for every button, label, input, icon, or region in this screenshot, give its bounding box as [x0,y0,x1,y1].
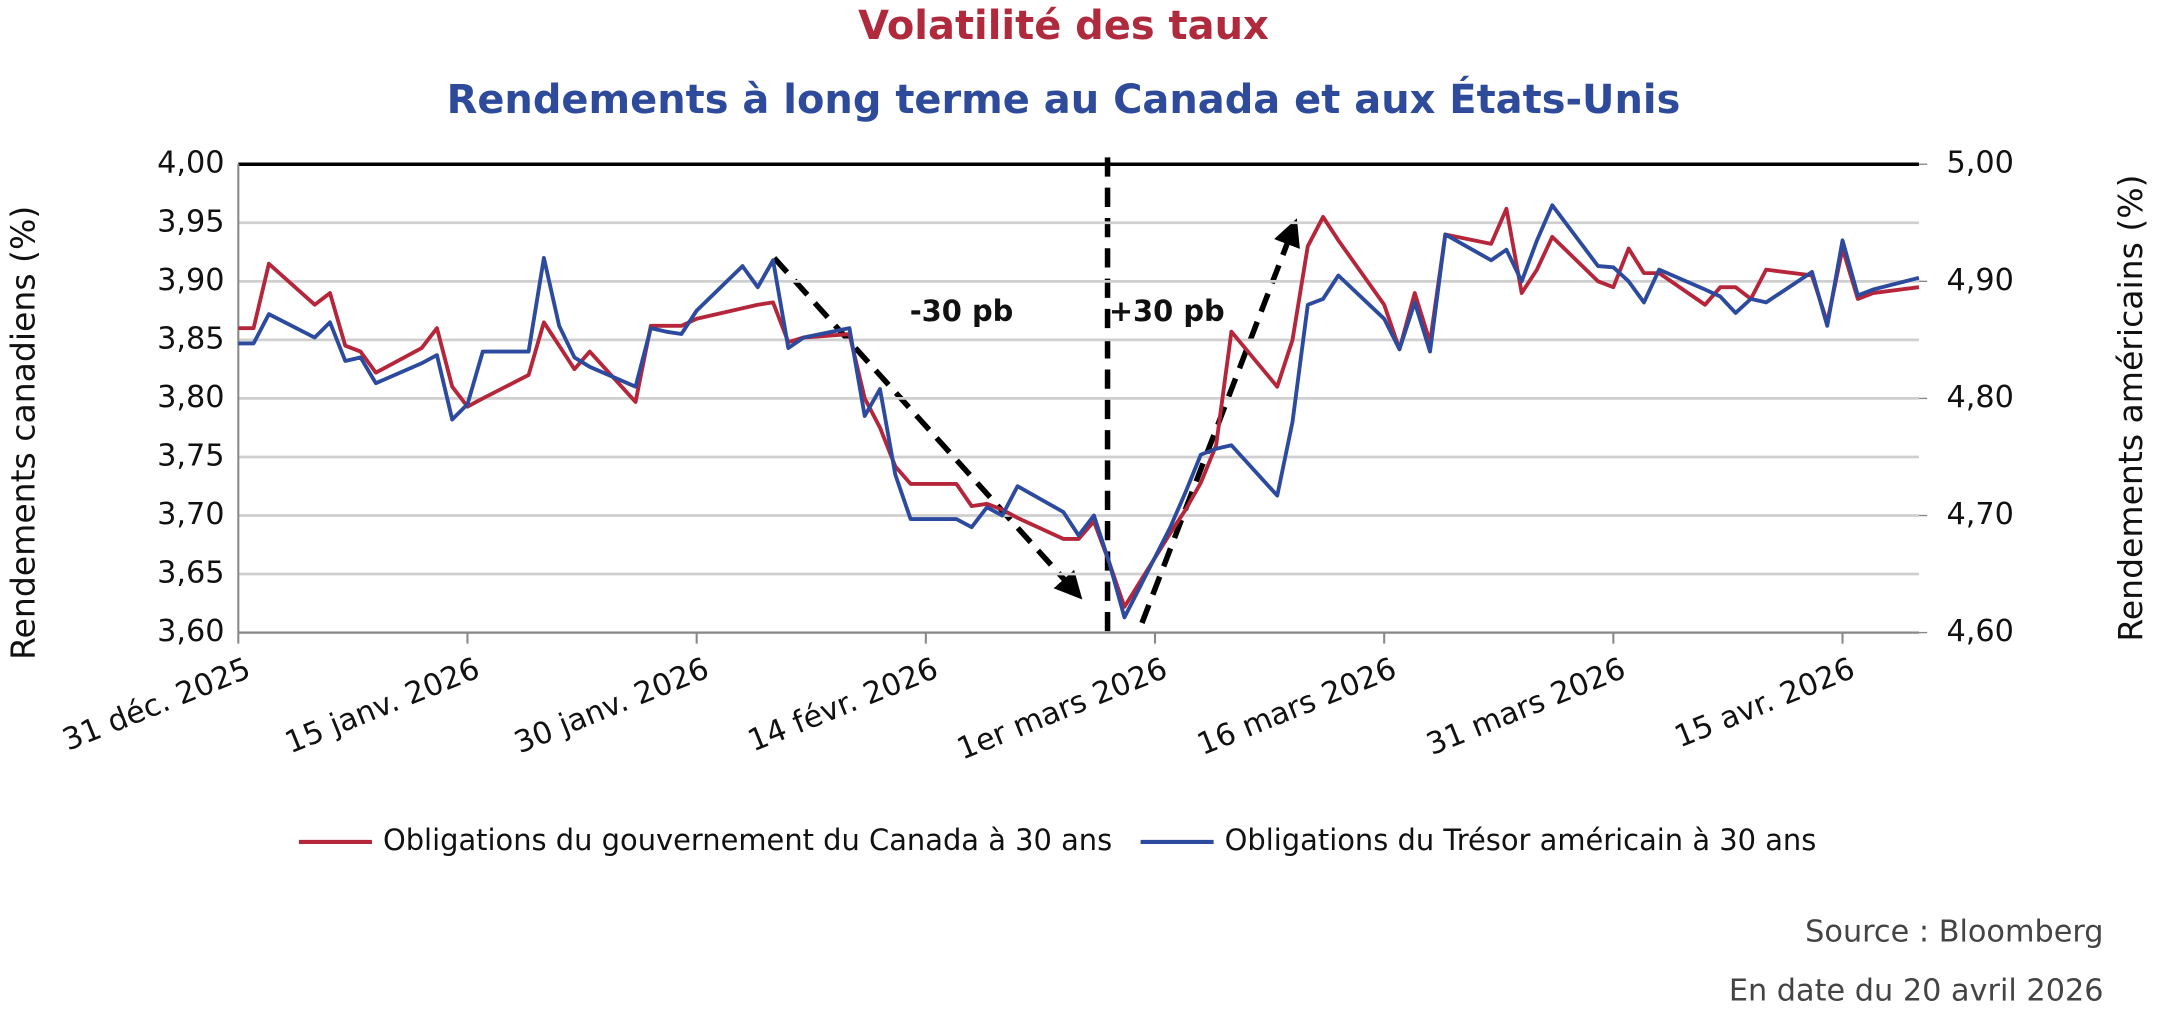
y-tick-label: 3,60 [157,614,224,649]
y2-axis-label: Rendements américains (%) [2111,174,2150,641]
x-tick-label: 14 févr. 2026 [743,651,943,759]
source-note: Source : Bloomberg [1805,914,2103,949]
y2-tick-label: 4,90 [1946,263,2013,298]
legend-label: Obligations du gouvernement du Canada à … [383,823,1112,857]
y-tick-label: 4,00 [157,146,224,181]
y-tick-label: 3,80 [157,380,224,415]
y2-tick-label: 4,80 [1946,380,2013,415]
chart-title: Volatilité des taux [858,3,1269,49]
y-tick-label: 3,85 [157,321,224,356]
annotation: -30 pb [910,294,1014,328]
y-tick-label: 3,90 [157,263,224,298]
x-tick-label: 15 janv. 2026 [280,651,484,761]
y-tick-label: 3,70 [157,497,224,532]
series-line [238,203,1920,620]
x-tick-label: 1er mars 2026 [952,651,1172,767]
date-note: En date du 20 avril 2026 [1729,974,2104,1009]
arrow-down [772,256,1083,600]
y2-tick-label: 5,00 [1946,146,2013,181]
annotation: +30 pb [1109,294,1225,328]
y-axis-label: Rendements canadiens (%) [3,206,42,660]
series-line [238,206,1920,609]
y-tick-label: 3,75 [157,438,224,473]
x-tick-label: 31 mars 2026 [1422,651,1631,763]
y-tick-label: 3,95 [157,204,224,239]
legend-label: Obligations du Trésor américain à 30 ans [1225,823,1817,857]
y2-tick-label: 4,70 [1946,497,2013,532]
x-tick-label: 15 avr. 2026 [1670,651,1860,755]
y-tick-label: 3,65 [157,556,224,591]
y2-tick-label: 4,60 [1946,614,2013,649]
x-tick-label: 16 mars 2026 [1192,651,1401,763]
chart-subtitle: Rendements à long terme au Canada et aux… [447,75,1681,123]
x-tick-label: 30 janv. 2026 [509,651,713,761]
x-tick-label: 31 déc. 2025 [58,651,256,758]
